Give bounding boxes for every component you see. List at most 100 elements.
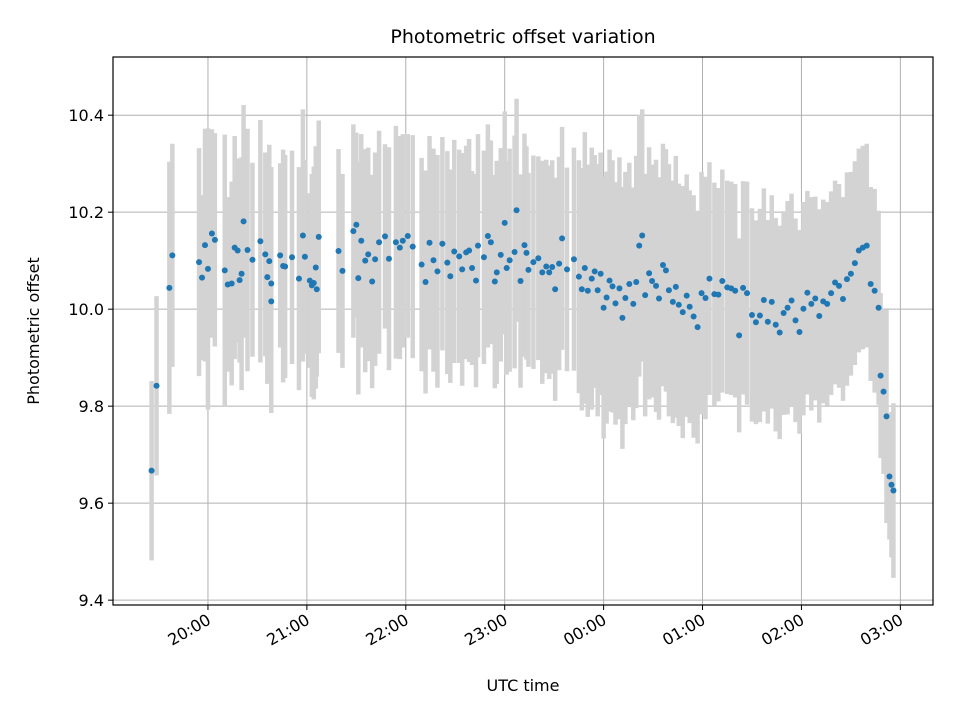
data-point bbox=[594, 287, 601, 294]
data-point bbox=[228, 280, 235, 287]
data-point bbox=[804, 289, 811, 296]
data-point bbox=[863, 242, 870, 249]
data-point bbox=[335, 247, 342, 254]
data-point bbox=[372, 256, 379, 263]
data-point bbox=[883, 413, 890, 420]
data-point bbox=[564, 266, 571, 273]
data-point bbox=[683, 292, 690, 299]
data-point bbox=[744, 290, 751, 297]
data-point bbox=[824, 300, 831, 307]
data-point bbox=[890, 487, 897, 494]
data-point bbox=[530, 259, 537, 266]
x-axis-label: UTC time bbox=[487, 676, 560, 695]
y-tick-label: 9.8 bbox=[79, 397, 104, 416]
data-point bbox=[816, 312, 823, 319]
data-point bbox=[339, 267, 346, 274]
data-point bbox=[675, 301, 682, 308]
data-point bbox=[843, 276, 850, 283]
data-point bbox=[619, 314, 626, 321]
data-points bbox=[148, 207, 897, 494]
data-point bbox=[549, 263, 556, 270]
data-point bbox=[358, 237, 365, 244]
data-point bbox=[240, 218, 247, 225]
data-point bbox=[350, 228, 357, 235]
data-point bbox=[588, 275, 595, 282]
data-point bbox=[851, 260, 858, 267]
y-tick-label: 10.2 bbox=[68, 203, 104, 222]
data-point bbox=[600, 304, 607, 311]
chart-title: Photometric offset variation bbox=[390, 26, 655, 48]
y-axis-label: Photometric offset bbox=[24, 257, 43, 405]
y-axis: 9.4 9.6 9.8 10.0 10.2 10.4 bbox=[68, 106, 113, 610]
data-point bbox=[277, 252, 284, 259]
data-point bbox=[409, 243, 416, 250]
data-point bbox=[487, 239, 494, 246]
data-point bbox=[653, 282, 660, 289]
data-point bbox=[800, 305, 807, 312]
data-point bbox=[456, 253, 463, 260]
data-point bbox=[839, 295, 846, 302]
data-point bbox=[289, 254, 296, 261]
data-point bbox=[880, 388, 887, 395]
data-point bbox=[888, 481, 895, 488]
data-point bbox=[669, 298, 676, 305]
data-point bbox=[312, 264, 319, 271]
data-point bbox=[385, 255, 392, 262]
data-point bbox=[315, 233, 322, 240]
data-point bbox=[546, 269, 553, 276]
data-point bbox=[875, 304, 882, 311]
data-point bbox=[772, 321, 779, 328]
data-point bbox=[404, 232, 411, 239]
data-point bbox=[649, 278, 656, 285]
data-point bbox=[636, 242, 643, 249]
data-point bbox=[399, 237, 406, 244]
data-point bbox=[169, 252, 176, 259]
data-point bbox=[780, 310, 787, 317]
data-point bbox=[719, 278, 726, 285]
data-point bbox=[630, 300, 637, 307]
data-point bbox=[740, 284, 747, 291]
data-point bbox=[282, 263, 289, 270]
data-point bbox=[474, 242, 481, 249]
data-point bbox=[264, 274, 271, 281]
data-point bbox=[575, 273, 582, 280]
data-point bbox=[503, 264, 510, 271]
y-tick-label: 10.4 bbox=[68, 106, 104, 125]
data-point bbox=[662, 267, 669, 274]
data-point bbox=[493, 269, 500, 276]
data-point bbox=[268, 298, 275, 305]
data-point bbox=[517, 278, 524, 285]
data-point bbox=[355, 275, 362, 282]
data-point bbox=[365, 251, 372, 258]
data-point bbox=[584, 287, 591, 294]
data-point bbox=[736, 332, 743, 339]
data-point bbox=[847, 270, 854, 277]
data-point bbox=[196, 259, 203, 266]
data-point bbox=[268, 280, 275, 287]
data-point bbox=[362, 257, 369, 264]
data-point bbox=[679, 309, 686, 316]
data-point bbox=[665, 287, 672, 294]
data-point bbox=[659, 262, 666, 269]
data-point bbox=[451, 248, 458, 255]
data-point bbox=[832, 279, 839, 286]
data-point bbox=[299, 232, 306, 239]
data-point bbox=[808, 300, 815, 307]
data-point bbox=[221, 267, 228, 274]
data-point bbox=[616, 285, 623, 292]
data-point bbox=[484, 232, 491, 239]
data-point bbox=[513, 207, 520, 214]
data-point bbox=[369, 278, 376, 285]
data-point bbox=[792, 317, 799, 324]
data-point bbox=[249, 256, 256, 263]
data-point bbox=[473, 277, 480, 284]
data-point bbox=[491, 278, 498, 285]
data-point bbox=[552, 286, 559, 293]
data-point bbox=[606, 277, 613, 284]
data-point bbox=[422, 279, 429, 286]
data-point bbox=[581, 264, 588, 271]
data-point bbox=[591, 268, 598, 275]
data-point bbox=[776, 329, 783, 336]
data-point bbox=[867, 280, 874, 287]
